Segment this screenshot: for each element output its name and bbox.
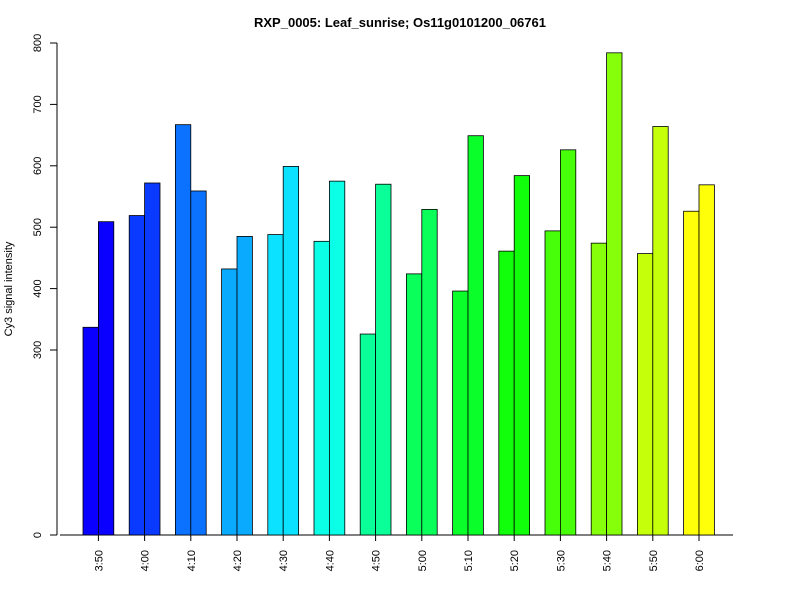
chart-title: RXP_0005: Leaf_sunrise; Os11g0101200_067… <box>254 15 546 30</box>
bar-540-1 <box>590 242 608 536</box>
y-tick-label: 600 <box>32 157 44 175</box>
x-tick-label: 4:20 <box>232 550 244 571</box>
x-tick-label: 4:00 <box>140 550 152 571</box>
bar-430-2 <box>282 166 300 536</box>
x-tick-label: 4:10 <box>186 550 198 571</box>
bar-500-2 <box>421 208 438 536</box>
y-axis-label: Cy3 signal intensity <box>3 241 15 336</box>
x-tick-label: 5:00 <box>417 550 429 571</box>
bar-440-2 <box>328 180 346 536</box>
x-tick-label: 5:10 <box>463 550 475 571</box>
x-tick-label: 5:50 <box>648 550 660 571</box>
bar-430-1 <box>267 234 284 536</box>
bar-350-1 <box>82 326 99 536</box>
bar-450-2 <box>375 183 392 536</box>
bar-510-2 <box>467 135 484 536</box>
x-tick-label: 4:40 <box>324 550 336 571</box>
y-tick-label: 0 <box>32 532 44 538</box>
x-tick-label: 5:20 <box>509 550 521 571</box>
bar-410-2 <box>190 190 207 536</box>
y-tick-label: 300 <box>32 341 44 359</box>
bar-550-1 <box>637 253 654 536</box>
x-tick-label: 3:50 <box>93 550 105 571</box>
x-tick-label: 4:30 <box>278 550 290 571</box>
x-axis-ticks: 3:50 4:00 4:10 4:20 4:30 4:40 4:50 5:00 5:10 5:20… <box>93 535 706 571</box>
bar-540-2 <box>606 52 623 536</box>
y-tick-label: 800 <box>32 34 44 52</box>
bar-520-2 <box>513 175 531 536</box>
bar-440-1 <box>313 240 330 536</box>
bar-600-1 <box>683 210 700 536</box>
bar-530-1 <box>544 230 561 536</box>
y-tick-label: 700 <box>32 95 44 113</box>
x-tick-label: 5:30 <box>555 550 567 571</box>
bar-350-2 <box>98 221 115 536</box>
y-tick-label: 500 <box>32 218 44 236</box>
bar-420-2 <box>236 236 253 536</box>
bar-510-1 <box>452 290 469 536</box>
bar-520-1 <box>498 250 515 536</box>
x-tick-label: 5:40 <box>602 550 614 571</box>
bars <box>82 52 715 536</box>
x-tick-label: 6:00 <box>694 550 706 571</box>
bar-410-1 <box>174 124 192 536</box>
bar-530-2 <box>560 149 577 536</box>
y-tick-label: 400 <box>32 279 44 297</box>
bar-400-2 <box>144 182 161 536</box>
y-axis-ticks: 0 300 400 500 600 700 800 <box>32 34 57 538</box>
bar-400-1 <box>128 215 145 536</box>
bar-500-1 <box>405 273 423 536</box>
x-tick-label: 4:50 <box>371 550 383 571</box>
bar-450-1 <box>359 333 377 536</box>
bar-550-2 <box>652 126 669 536</box>
bar-420-1 <box>221 268 238 536</box>
bar-600-2 <box>698 184 715 536</box>
